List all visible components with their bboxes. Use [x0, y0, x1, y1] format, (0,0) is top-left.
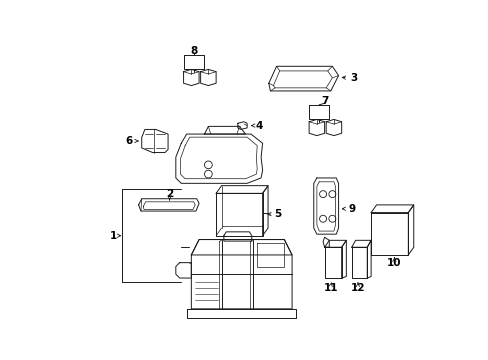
Text: 8: 8 [190, 46, 197, 56]
Text: 11: 11 [323, 283, 337, 293]
Text: 4: 4 [255, 121, 262, 131]
Text: 2: 2 [165, 189, 173, 199]
Text: 9: 9 [347, 204, 355, 214]
Text: 5: 5 [274, 209, 281, 219]
Text: 1: 1 [110, 231, 117, 241]
Text: 6: 6 [125, 136, 133, 146]
Text: 7: 7 [320, 96, 327, 106]
Text: 12: 12 [350, 283, 365, 293]
Text: 3: 3 [350, 73, 357, 83]
Text: 10: 10 [386, 258, 401, 267]
